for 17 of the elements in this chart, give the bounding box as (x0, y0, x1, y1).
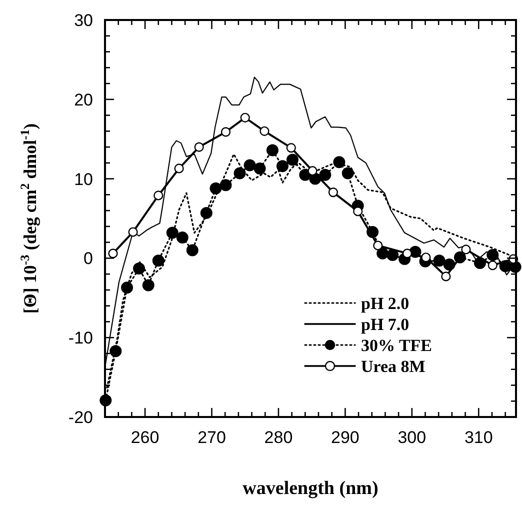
x-axis-title: wavelength (nm) (242, 478, 378, 499)
x-tick-label: 270 (198, 428, 226, 447)
y-tick-label: 10 (74, 170, 93, 189)
y-tick-label: -20 (68, 408, 93, 427)
x-tick-label: 260 (130, 428, 160, 447)
x-tick-label: 300 (398, 428, 426, 447)
x-tick-label: 280 (264, 428, 293, 447)
y-tick-label: 30 (74, 11, 93, 30)
legend-label: Urea 8M (361, 357, 426, 376)
y-tick-label: -10 (68, 328, 93, 348)
y-tick-label: 0 (84, 249, 93, 268)
x-tick-label: 290 (331, 428, 360, 447)
y-tick-label: 20 (74, 90, 93, 110)
x-tick-label: 310 (464, 428, 493, 447)
legend-label: pH 7.0 (361, 315, 410, 334)
legend-label: 30% TFE (361, 336, 432, 355)
legend-label: pH 2.0 (361, 294, 410, 313)
